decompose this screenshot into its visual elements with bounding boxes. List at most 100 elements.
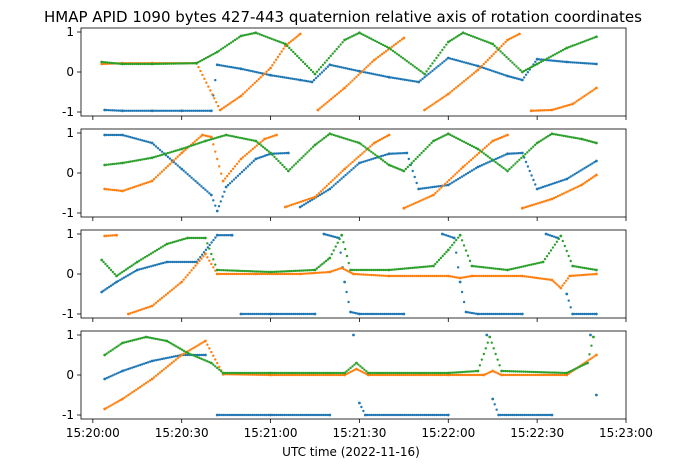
data-point xyxy=(317,68,321,71)
data-point xyxy=(184,146,187,149)
data-point xyxy=(423,274,426,278)
data-point xyxy=(539,58,543,61)
data-point xyxy=(247,33,250,36)
data-point xyxy=(302,269,305,272)
data-point xyxy=(500,165,503,168)
data-point xyxy=(294,373,298,377)
data-point xyxy=(330,186,333,189)
data-point xyxy=(571,44,574,47)
data-point xyxy=(328,187,332,191)
data-point xyxy=(387,413,391,417)
data-point xyxy=(587,164,590,167)
data-point xyxy=(254,272,258,276)
data-point xyxy=(200,357,203,361)
data-point xyxy=(492,267,495,270)
data-point xyxy=(561,179,565,182)
data-point xyxy=(200,257,203,260)
data-point xyxy=(162,109,166,113)
data-point xyxy=(395,268,398,271)
data-point xyxy=(456,373,460,377)
data-point xyxy=(476,265,480,268)
data-point xyxy=(277,373,280,377)
data-point xyxy=(302,312,305,316)
data-point xyxy=(307,66,311,70)
data-point xyxy=(182,352,185,356)
data-point xyxy=(532,276,536,279)
data-point xyxy=(197,137,200,140)
data-point xyxy=(342,66,345,69)
data-point xyxy=(543,58,547,61)
data-point xyxy=(162,153,166,156)
data-point xyxy=(414,201,417,205)
data-point xyxy=(389,274,393,278)
data-point xyxy=(473,155,477,158)
data-point xyxy=(106,61,109,64)
data-point xyxy=(494,274,497,278)
data-point xyxy=(221,195,224,198)
data-point xyxy=(364,312,367,316)
data-point xyxy=(470,370,474,373)
data-point xyxy=(423,72,426,76)
data-point xyxy=(462,276,466,279)
data-point xyxy=(315,70,319,73)
data-point xyxy=(241,269,245,273)
data-point xyxy=(517,77,520,81)
data-point xyxy=(275,312,278,316)
data-point xyxy=(575,61,578,64)
data-point xyxy=(339,251,342,254)
data-point xyxy=(285,167,288,171)
data-point xyxy=(445,413,448,417)
data-point xyxy=(578,365,582,368)
data-point xyxy=(111,270,115,274)
data-point xyxy=(554,133,558,136)
data-point xyxy=(351,365,354,368)
data-point xyxy=(165,260,169,264)
data-point xyxy=(383,268,387,272)
data-point xyxy=(397,77,401,81)
data-point xyxy=(257,71,260,74)
data-point xyxy=(267,150,270,153)
data-point xyxy=(269,135,272,139)
data-point xyxy=(422,149,425,153)
data-point xyxy=(302,413,306,417)
data-point xyxy=(111,61,115,65)
data-point xyxy=(344,137,347,140)
data-point xyxy=(488,312,491,316)
data-point xyxy=(490,312,493,316)
data-point xyxy=(310,373,313,377)
data-point xyxy=(235,269,239,272)
data-point xyxy=(462,300,466,304)
data-point xyxy=(474,312,478,315)
data-point xyxy=(549,59,553,62)
data-point xyxy=(117,133,120,137)
data-point xyxy=(530,147,533,150)
data-point xyxy=(294,52,297,56)
data-point xyxy=(508,37,511,41)
data-point xyxy=(245,68,249,72)
data-point xyxy=(122,276,126,279)
data-point xyxy=(511,152,515,155)
data-point xyxy=(510,370,513,373)
data-point xyxy=(500,136,504,139)
data-point xyxy=(542,413,546,417)
data-point xyxy=(390,373,393,377)
data-point xyxy=(249,32,252,36)
data-point xyxy=(395,52,399,55)
data-point xyxy=(264,35,267,38)
data-point xyxy=(253,70,256,73)
data-point xyxy=(166,62,169,65)
data-point xyxy=(484,153,488,157)
data-point xyxy=(585,273,589,276)
data-point xyxy=(150,141,154,145)
data-point xyxy=(109,61,113,65)
x-tick-label: 15:22:30 xyxy=(510,426,564,440)
data-point xyxy=(517,67,520,70)
data-point xyxy=(366,35,369,39)
data-point xyxy=(200,185,203,188)
data-point xyxy=(513,312,516,316)
data-point xyxy=(419,274,422,278)
data-point xyxy=(484,274,487,278)
data-point xyxy=(594,312,598,316)
data-point xyxy=(551,59,555,62)
